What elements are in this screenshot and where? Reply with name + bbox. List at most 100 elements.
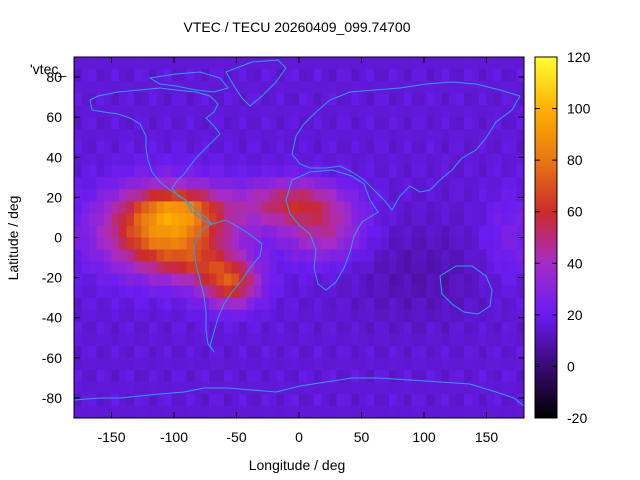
heat-cell bbox=[149, 129, 158, 142]
heat-cell bbox=[186, 369, 195, 383]
heat-cell bbox=[209, 81, 218, 94]
heat-cell bbox=[441, 213, 450, 227]
heat-cell bbox=[389, 117, 398, 130]
heat-cell bbox=[479, 153, 488, 166]
heat-cell bbox=[351, 177, 360, 190]
heat-cell bbox=[269, 93, 278, 106]
heat-cell bbox=[291, 201, 300, 215]
heat-cell bbox=[134, 321, 143, 335]
heat-cell bbox=[126, 297, 135, 311]
heat-cell bbox=[306, 237, 315, 251]
heat-cell bbox=[359, 297, 368, 311]
heat-cell bbox=[299, 213, 308, 227]
heat-cell bbox=[224, 273, 233, 287]
heat-cell bbox=[104, 297, 113, 311]
heat-cell bbox=[269, 105, 278, 118]
heat-cell bbox=[231, 93, 240, 106]
heat-cell bbox=[374, 69, 383, 82]
heat-cell bbox=[299, 81, 308, 94]
heat-cell bbox=[111, 141, 120, 154]
heat-cell bbox=[494, 189, 503, 202]
heat-cell bbox=[209, 393, 218, 407]
heat-cell bbox=[246, 225, 255, 239]
heat-cell bbox=[494, 165, 503, 178]
heat-cell bbox=[329, 357, 338, 371]
heat-cell bbox=[374, 381, 383, 395]
heat-cell bbox=[231, 345, 240, 359]
heat-cell bbox=[411, 153, 420, 166]
heat-cell bbox=[186, 105, 195, 118]
heat-cell bbox=[471, 369, 480, 383]
heat-cell bbox=[284, 93, 293, 106]
heat-cell bbox=[179, 201, 188, 215]
heat-cell bbox=[149, 393, 158, 407]
heat-cell bbox=[471, 117, 480, 130]
heat-cell bbox=[224, 249, 233, 263]
heat-cell bbox=[389, 285, 398, 299]
heat-cell bbox=[156, 117, 165, 130]
x-tick-label: 0 bbox=[295, 429, 303, 445]
heat-cell bbox=[314, 357, 323, 371]
heat-cell bbox=[411, 393, 420, 407]
heat-cell bbox=[164, 345, 173, 359]
heat-cell bbox=[479, 237, 488, 251]
heat-cell bbox=[306, 381, 315, 395]
heat-cell bbox=[209, 189, 218, 202]
heat-cell bbox=[179, 345, 188, 359]
heat-cell bbox=[186, 285, 195, 299]
heat-cell bbox=[284, 249, 293, 263]
heat-cell bbox=[186, 177, 195, 190]
heat-cell bbox=[254, 237, 263, 251]
heat-cell bbox=[486, 153, 495, 166]
heat-cell bbox=[194, 309, 203, 323]
heat-cell bbox=[381, 105, 390, 118]
heat-cell bbox=[404, 165, 413, 178]
heat-cell bbox=[501, 333, 510, 347]
heat-cell bbox=[209, 105, 218, 118]
heat-cell bbox=[501, 225, 510, 239]
heat-cell bbox=[329, 189, 338, 202]
heat-cell bbox=[156, 213, 165, 227]
heat-cell bbox=[276, 345, 285, 359]
heat-cell bbox=[419, 189, 428, 202]
heat-cell bbox=[261, 57, 270, 70]
heat-cell bbox=[111, 81, 120, 94]
heat-cell bbox=[314, 345, 323, 359]
heat-cell bbox=[426, 141, 435, 154]
heat-cell bbox=[306, 117, 315, 130]
heat-cell bbox=[209, 213, 218, 227]
heat-cell bbox=[456, 369, 465, 383]
heat-cell bbox=[366, 165, 375, 178]
heat-cell bbox=[224, 393, 233, 407]
heat-cell bbox=[419, 153, 428, 166]
heat-cell bbox=[254, 201, 263, 215]
heat-cell bbox=[171, 105, 180, 118]
heat-cell bbox=[134, 393, 143, 407]
heat-cell bbox=[449, 141, 458, 154]
heat-cell bbox=[389, 129, 398, 142]
heat-cell bbox=[164, 309, 173, 323]
heat-cell bbox=[449, 309, 458, 323]
heat-cell bbox=[89, 225, 98, 239]
heat-cell bbox=[396, 297, 405, 311]
heat-cell bbox=[89, 297, 98, 311]
heat-cell bbox=[74, 405, 83, 418]
heat-cell bbox=[164, 225, 173, 239]
heat-cell bbox=[186, 117, 195, 130]
heat-cell bbox=[314, 285, 323, 299]
heat-cell bbox=[126, 237, 135, 251]
heat-cell bbox=[291, 81, 300, 94]
heat-cell bbox=[156, 57, 165, 70]
heat-cell bbox=[194, 141, 203, 154]
heat-cell bbox=[224, 285, 233, 299]
heat-cell bbox=[149, 81, 158, 94]
heat-cell bbox=[471, 93, 480, 106]
heat-cell bbox=[201, 165, 210, 178]
heat-cell bbox=[509, 273, 518, 287]
heat-cell bbox=[389, 93, 398, 106]
heat-cell bbox=[359, 129, 368, 142]
heat-cell bbox=[134, 261, 143, 275]
heat-cell bbox=[179, 321, 188, 335]
heat-cell bbox=[389, 369, 398, 383]
heat-cell bbox=[284, 213, 293, 227]
